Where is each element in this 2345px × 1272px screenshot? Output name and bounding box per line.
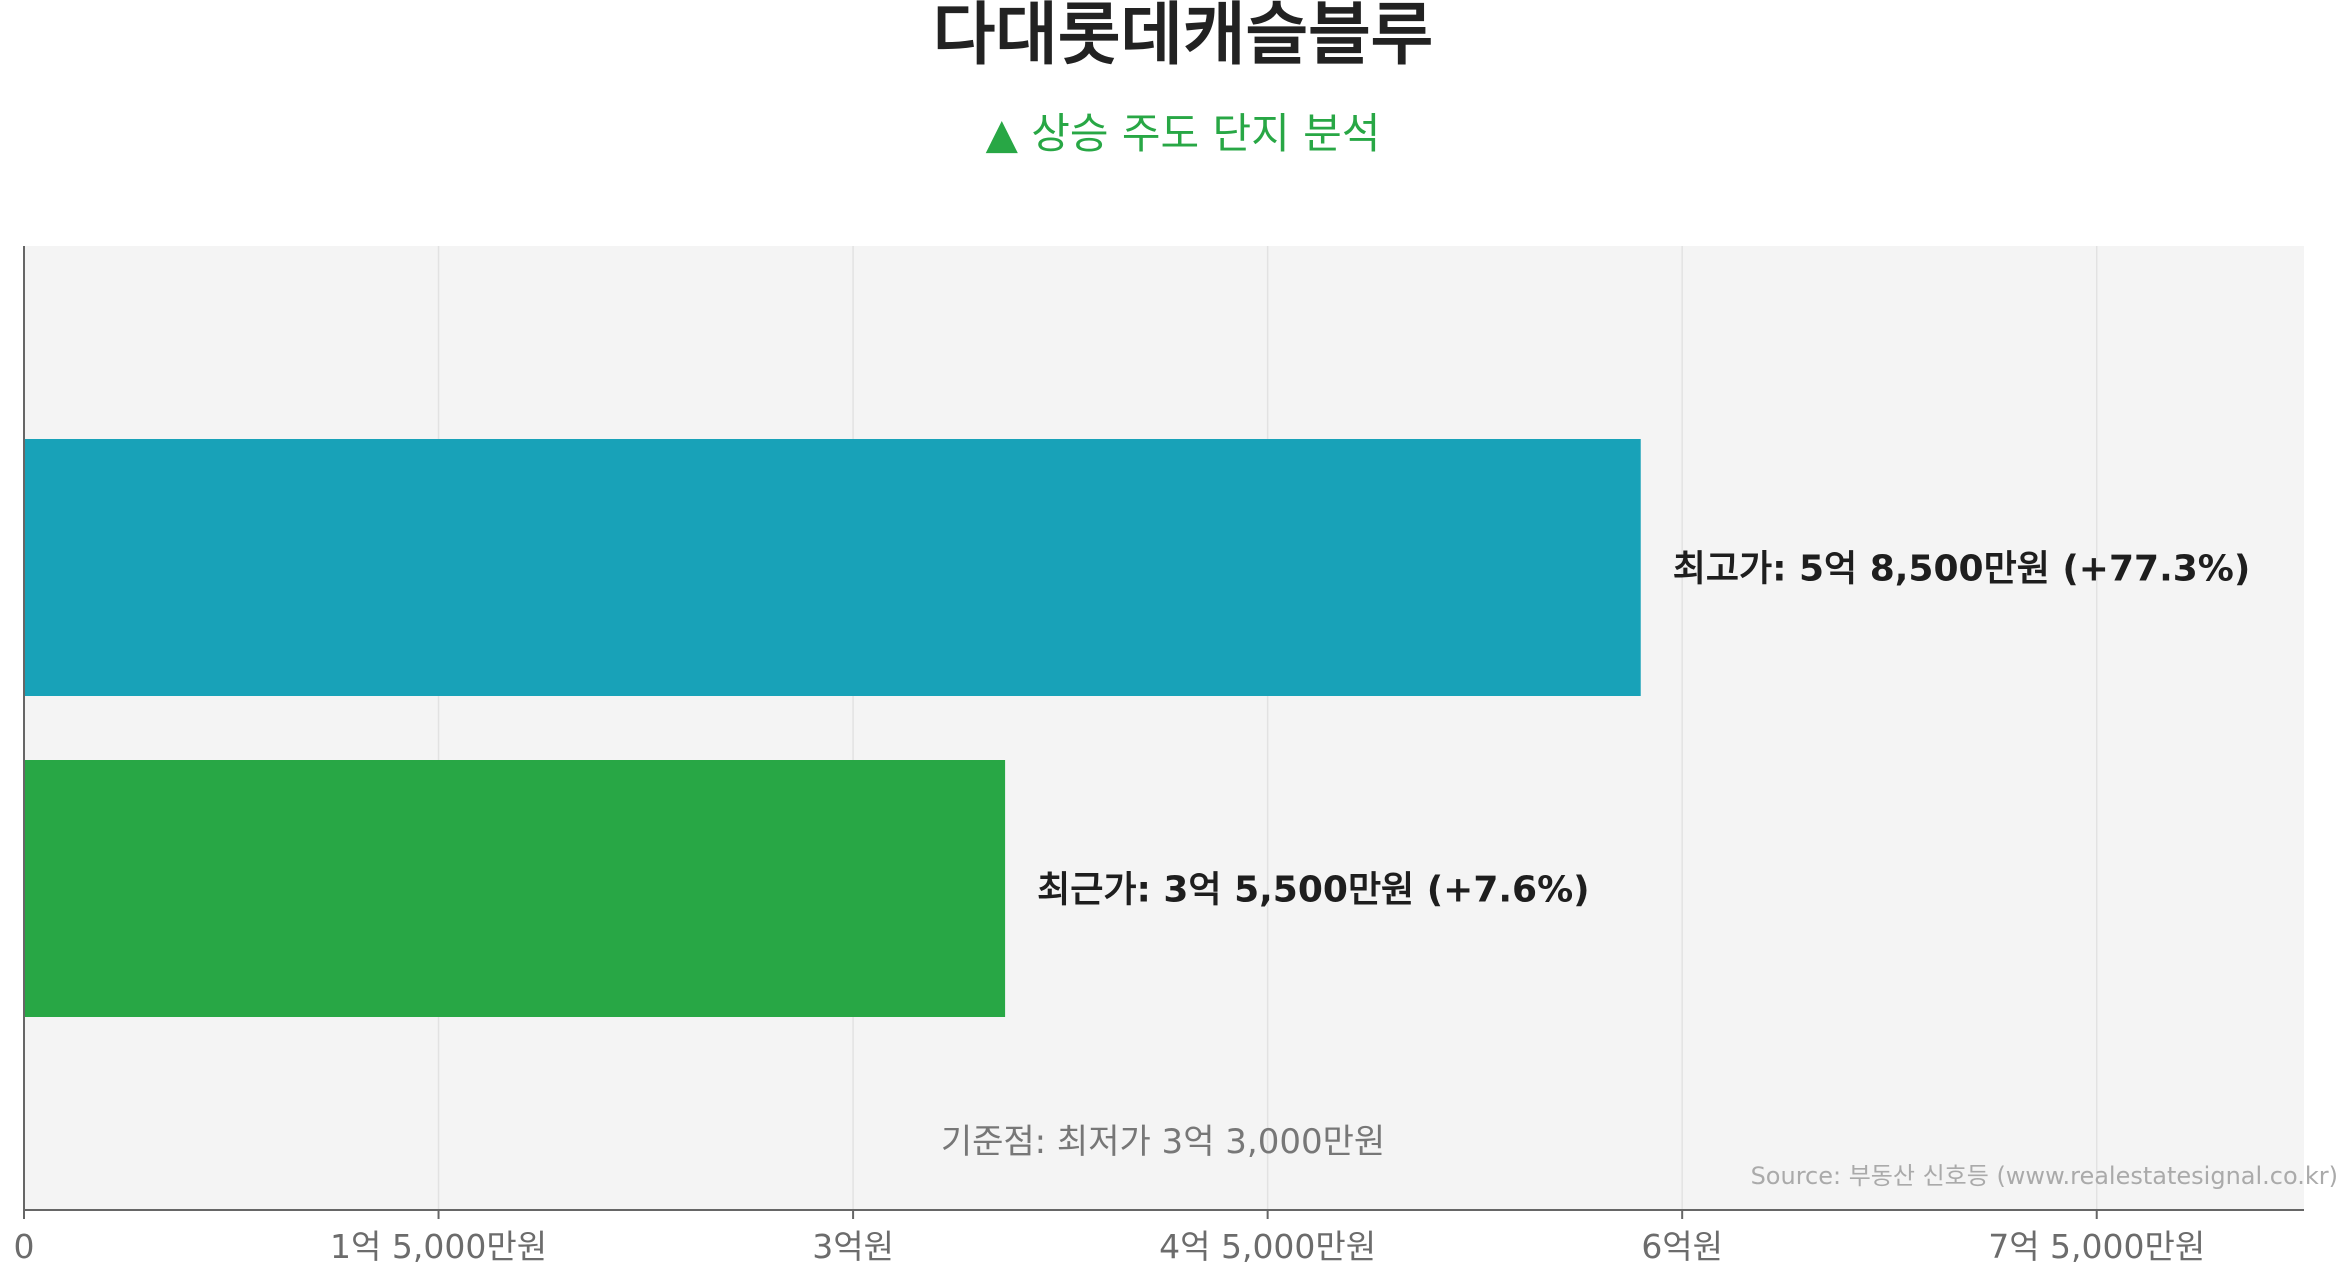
bar-labels: 최고가: 5억 8,500만원 (+77.3%) 최근가: 3억 5,500만원 … — [1037, 549, 2250, 911]
x-tick-label: 7억 5,000만원 — [1988, 1227, 2205, 1266]
bar-label-최근가: 최근가: 3억 5,500만원 (+7.6%) — [1037, 870, 1590, 911]
x-tick-label: 4억 5,000만원 — [1159, 1227, 1376, 1266]
plot-area — [24, 246, 2304, 1210]
bar-최근가 — [24, 760, 1006, 1017]
bars — [24, 439, 1641, 1017]
x-tick-label: 3억원 — [812, 1227, 894, 1266]
x-tick-label: 0 — [14, 1227, 35, 1266]
x-axis-ticks: 0 1억 5,000만원 3억원 4억 5,000만원 6억원 7억 5,000만원 — [14, 1210, 2205, 1266]
baseline-label: 기준점: 최저가 3억 3,000만원 — [941, 1122, 1385, 1162]
chart-title: 다대롯데캐슬블루 — [933, 0, 1433, 75]
bar-최고가 — [24, 439, 1641, 696]
x-tick-label: 6억원 — [1641, 1227, 1723, 1266]
source-note: Source: 부동산 신호등 (www.realestatesignal.co… — [1751, 1162, 2338, 1190]
grid-lines — [437, 246, 2098, 1210]
bar-label-최고가: 최고가: 5억 8,500만원 (+77.3%) — [1673, 549, 2251, 590]
x-tick-label: 1억 5,000만원 — [330, 1227, 547, 1266]
chart-subtitle: ▲ 상승 주도 단지 분석 — [986, 109, 1381, 158]
